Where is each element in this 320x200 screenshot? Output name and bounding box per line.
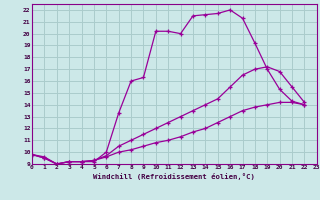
X-axis label: Windchill (Refroidissement éolien,°C): Windchill (Refroidissement éolien,°C) (93, 173, 255, 180)
